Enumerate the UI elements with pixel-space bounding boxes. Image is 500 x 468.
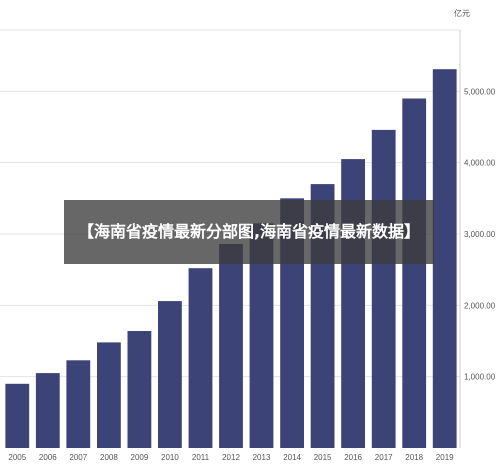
bar-2017 (371, 129, 396, 448)
bar-2012 (219, 244, 243, 448)
x-tick-label: 2012 (222, 453, 240, 462)
bar-2005 (5, 383, 30, 448)
x-tick-label: 2006 (39, 453, 57, 462)
x-tick-label: 2013 (253, 453, 271, 462)
x-tick-label: 2010 (161, 453, 179, 462)
x-tick-label: 2016 (344, 453, 362, 462)
x-tick-label: 2014 (283, 453, 301, 462)
x-tick-label: 2007 (69, 453, 87, 462)
y-tick-label: 3,000.00 (464, 230, 496, 239)
y-tick-label: 1,000.00 (464, 373, 496, 382)
y-axis-tick-labels: 1,000.00 2,000.00 3,000.00 4,000.00 5,000.00 (464, 87, 496, 381)
bar-2013 (249, 223, 274, 448)
x-tick-label: 2018 (405, 453, 423, 462)
title-overlay-banner: 【海南省疫情最新分部图,海南省疫情最新数据】 (64, 200, 434, 264)
bar-2006 (35, 373, 60, 448)
bar-2009 (127, 331, 152, 448)
bar-2011 (188, 268, 213, 448)
unit-label: 亿元 (454, 8, 470, 18)
bar-2019 (432, 69, 457, 448)
x-tick-label: 2017 (375, 453, 393, 462)
x-tick-label: 2008 (100, 453, 118, 462)
x-tick-label: 2009 (131, 453, 149, 462)
x-axis-tick-labels: 2005 2006 2007 2008 2009 2010 2011 2012 2013 2014… (8, 453, 454, 462)
bar-2008 (97, 342, 121, 448)
overlay-title: 【海南省疫情最新分部图,海南省疫情最新数据】 (77, 222, 421, 241)
bar-2018 (402, 98, 427, 448)
x-tick-label: 2015 (314, 453, 332, 462)
y-tick-label: 5,000.00 (464, 87, 496, 96)
x-tick-label: 2005 (8, 453, 26, 462)
y-tick-label: 2,000.00 (464, 301, 496, 310)
bar-2010 (158, 301, 182, 448)
x-tick-label: 2011 (192, 453, 210, 462)
y-tick-label: 4,000.00 (464, 159, 496, 168)
bar-2007 (66, 360, 91, 448)
x-tick-label: 2019 (436, 453, 454, 462)
